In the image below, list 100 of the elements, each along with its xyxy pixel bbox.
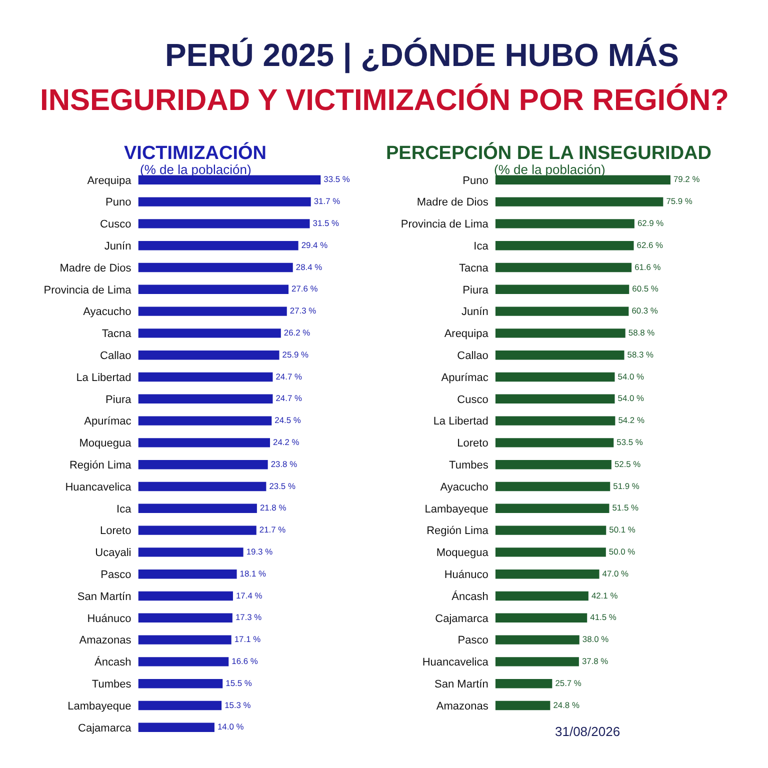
y-tick-label: Ayacucho [83, 306, 132, 318]
data-label: 54.0 % [618, 393, 644, 404]
y-tick-label: Ica [116, 503, 132, 516]
y-tick-label: Tacna [459, 262, 490, 274]
bar [138, 657, 229, 666]
data-label: 33.5 % [324, 174, 350, 184]
data-label: 52.5 % [614, 458, 642, 469]
y-tick-label: Puno [106, 196, 132, 209]
data-label: 51.9 % [613, 480, 640, 491]
y-tick-label: Ayacucho [440, 481, 488, 494]
bar [495, 175, 670, 185]
y-tick-label: Apurímac [84, 416, 132, 428]
bar [495, 350, 624, 360]
data-label: 23.8 % [270, 458, 298, 469]
y-tick-label: Huancavelica [422, 656, 490, 669]
data-label: 47.0 % [602, 568, 630, 578]
data-label: 15.5 % [226, 678, 252, 688]
bar [138, 722, 214, 732]
data-label: 58.3 % [627, 349, 654, 360]
y-tick-label: Madre de Dios [416, 196, 489, 209]
data-label: 60.3 % [632, 306, 658, 316]
chart-title: VICTIMIZACIÓN [124, 142, 266, 164]
data-label: 79.2 % [673, 174, 700, 184]
bar [495, 635, 580, 644]
data-label: 26.2 % [284, 328, 311, 338]
y-tick-label: Piura [106, 394, 132, 406]
y-tick-label: Provincia de Lima [44, 284, 132, 296]
data-label: 17.1 % [234, 634, 262, 644]
bar [495, 657, 579, 666]
y-tick-label: Amazonas [436, 700, 489, 712]
y-tick-label: Tacna [102, 328, 132, 340]
y-tick-label: Amazonas [79, 634, 132, 647]
bar [138, 460, 268, 470]
bar [495, 679, 552, 688]
bar [138, 372, 273, 382]
data-label: 75.9 % [666, 196, 693, 206]
bar [138, 635, 232, 644]
data-label: 24.8 % [553, 700, 580, 710]
y-tick-label: Madre de Dios [60, 262, 132, 274]
bar [495, 548, 606, 557]
bar [138, 241, 298, 250]
data-label: 37.8 % [582, 656, 609, 666]
data-label: 25.7 % [555, 678, 582, 688]
bar [138, 350, 280, 360]
y-tick-label: Región Lima [426, 525, 490, 538]
bar [138, 504, 257, 514]
y-tick-label: Tumbes [449, 459, 489, 472]
data-label: 27.6 % [292, 284, 318, 294]
data-label: 31.5 % [312, 218, 340, 228]
data-label: 28.4 % [296, 262, 323, 272]
data-label: 23.5 % [269, 480, 296, 491]
bar [138, 482, 266, 492]
y-tick-label: Pasco [100, 568, 132, 581]
y-tick-label: San Martín [434, 678, 488, 690]
chart-title: PERCEPCIÓN DE LA INSEGURIDAD [386, 142, 712, 164]
bar [138, 197, 311, 206]
bar [495, 262, 632, 272]
bar [495, 197, 664, 206]
y-tick-label: Junín [104, 240, 132, 252]
y-tick-label: Áncash [452, 590, 488, 603]
y-tick-label: Huánuco [87, 612, 132, 625]
bar [138, 306, 287, 316]
data-label: 61.6 % [634, 262, 662, 272]
bar [495, 394, 615, 404]
y-tick-label: Áncash [94, 656, 132, 669]
y-tick-label: Lambayeque [424, 503, 488, 516]
y-tick-label: Ucayali [95, 547, 132, 560]
y-tick-label: Tumbes [92, 678, 132, 690]
text: PERÚ 2025 | ¿DÓNDE HUBO MÁS [165, 37, 679, 74]
data-label: 51.5 % [612, 502, 639, 513]
y-tick-label: Loreto [457, 438, 488, 450]
data-label: 21.7 % [259, 524, 286, 535]
data-label: 24.5 % [274, 415, 302, 426]
data-label: 16.6 % [232, 656, 258, 666]
bar [495, 284, 630, 294]
bar [495, 372, 615, 382]
bar [138, 328, 281, 338]
bar [495, 416, 616, 426]
bar [138, 613, 232, 623]
y-tick-label: Loreto [100, 525, 132, 538]
bar [495, 482, 610, 492]
y-tick-label: Región Lima [69, 459, 132, 472]
data-label: 31.7 % [314, 196, 341, 206]
data-label: 19.3 % [246, 546, 274, 557]
y-tick-label: Callao [457, 350, 488, 362]
bar [138, 438, 270, 448]
data-label: 27.3 % [290, 306, 317, 316]
bar [495, 306, 629, 316]
y-tick-label: Piura [462, 284, 490, 296]
data-label: 21.8 % [260, 502, 287, 513]
bar [138, 262, 293, 272]
y-tick-label: Ica [474, 240, 490, 252]
y-tick-label: La Libertad [76, 372, 132, 384]
chart-subtitle: (% de la población) [140, 162, 252, 177]
y-tick-label: La Libertad [433, 416, 488, 428]
bar [138, 394, 273, 404]
y-tick-label: Puno [462, 174, 488, 187]
y-tick-label: Cusco [100, 218, 132, 231]
data-label: 17.4 % [236, 590, 263, 600]
text: 31/08/2026 [555, 724, 620, 739]
